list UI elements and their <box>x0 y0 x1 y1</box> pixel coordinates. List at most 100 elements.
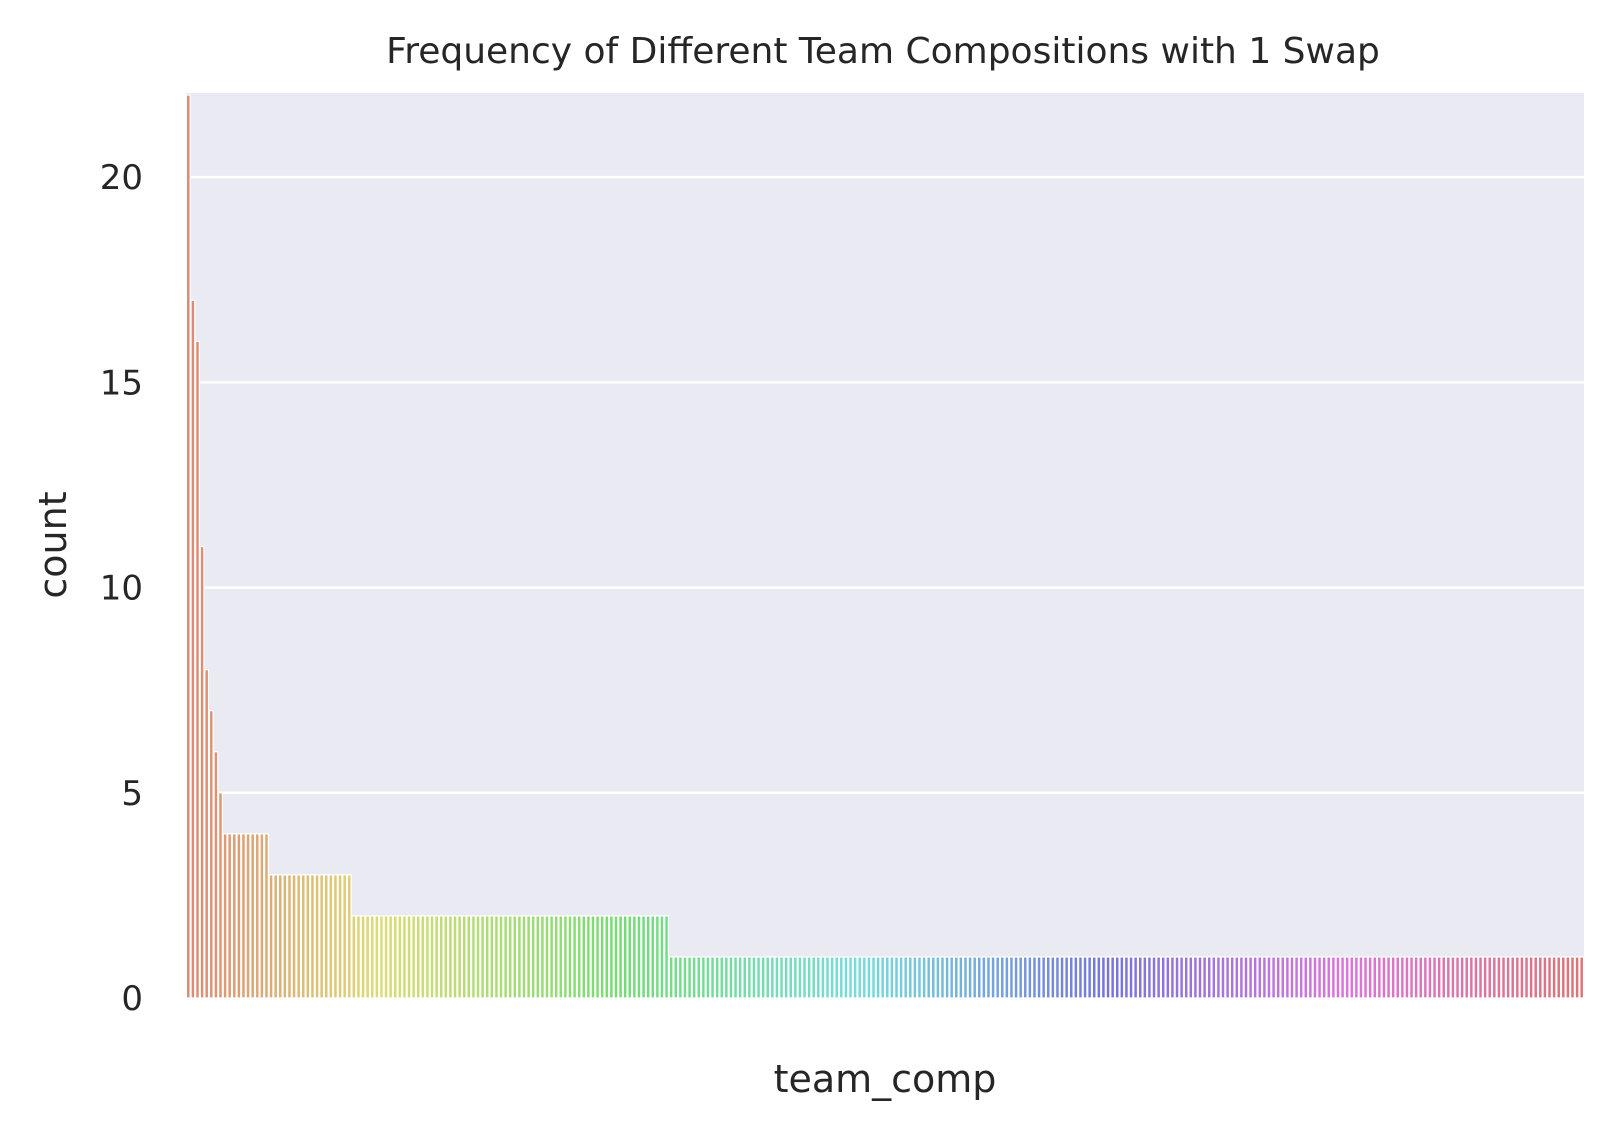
bar <box>972 956 978 999</box>
bar <box>1188 956 1194 999</box>
bar <box>296 874 302 999</box>
bar <box>723 956 729 999</box>
bar <box>1501 956 1506 999</box>
bar <box>420 915 426 999</box>
bar <box>388 915 394 999</box>
bar <box>1524 956 1529 999</box>
bar <box>1376 956 1382 999</box>
bar <box>1404 956 1410 999</box>
bar <box>792 956 798 999</box>
bar <box>820 956 826 999</box>
bar <box>834 956 840 999</box>
bar <box>457 915 463 999</box>
bar <box>1579 956 1585 999</box>
bar <box>1211 956 1217 999</box>
bar <box>843 956 849 999</box>
bar <box>1565 956 1571 999</box>
bar <box>493 915 499 999</box>
bar <box>498 915 504 999</box>
bar <box>374 915 380 999</box>
bar <box>218 792 223 999</box>
bar <box>1009 956 1014 999</box>
bar <box>1542 956 1548 999</box>
bar <box>323 874 329 999</box>
bar <box>802 956 807 999</box>
bar <box>1133 956 1139 999</box>
bar <box>659 915 665 999</box>
bar <box>627 915 633 999</box>
bar <box>1234 956 1240 999</box>
bar <box>930 956 936 999</box>
bar <box>687 956 692 999</box>
bar <box>986 956 991 999</box>
bar <box>1082 956 1088 999</box>
bar <box>466 915 472 999</box>
y-axis-label: count <box>31 491 75 598</box>
bar <box>1468 956 1474 999</box>
bar <box>1146 956 1152 999</box>
bar <box>199 545 205 999</box>
bar <box>618 915 624 999</box>
bar <box>797 956 803 999</box>
bar <box>1422 956 1428 999</box>
bar <box>751 956 757 999</box>
bar <box>783 956 789 999</box>
bar <box>480 915 486 999</box>
bar <box>1225 956 1231 999</box>
bar <box>608 915 614 999</box>
bar <box>875 956 881 999</box>
bar <box>613 915 619 999</box>
bar <box>558 915 564 999</box>
bar <box>700 956 706 999</box>
bar <box>305 874 311 999</box>
bar <box>705 956 711 999</box>
bar <box>1344 956 1350 999</box>
bar <box>1307 956 1313 999</box>
bar <box>1450 956 1456 999</box>
bar <box>1114 956 1120 999</box>
bar <box>691 956 697 999</box>
bar <box>535 915 541 999</box>
bar <box>866 956 872 999</box>
bar <box>1353 956 1359 999</box>
bar <box>861 956 867 999</box>
bar <box>438 915 444 999</box>
bar <box>346 874 352 999</box>
bar <box>926 956 932 999</box>
bar <box>1427 956 1433 999</box>
bars <box>185 94 1585 999</box>
x-axis-label: team_comp <box>774 1057 997 1101</box>
bar <box>1349 956 1355 999</box>
bar <box>484 915 490 999</box>
bar <box>1340 956 1346 999</box>
bar <box>1128 956 1134 999</box>
bar <box>1013 956 1019 999</box>
bar <box>1533 956 1539 999</box>
bar <box>995 956 1001 999</box>
bar <box>254 833 260 999</box>
bar <box>447 915 453 999</box>
bar <box>1266 956 1272 999</box>
bar <box>264 833 269 999</box>
bar <box>236 833 242 999</box>
bar <box>1238 956 1244 999</box>
bar <box>857 956 863 999</box>
bar <box>1160 956 1166 999</box>
bar <box>1399 956 1405 999</box>
bar <box>1202 956 1208 999</box>
bar <box>788 956 794 999</box>
bar <box>912 956 918 999</box>
bar <box>1091 956 1097 999</box>
bar <box>572 915 578 999</box>
bar <box>507 915 513 999</box>
bar <box>1372 956 1378 999</box>
bar <box>1243 956 1249 999</box>
bar <box>208 710 214 999</box>
bar <box>1151 956 1157 999</box>
bar <box>392 915 398 999</box>
bar <box>1514 956 1520 999</box>
bar <box>1280 956 1286 999</box>
bar <box>756 956 761 999</box>
bar <box>894 956 899 999</box>
